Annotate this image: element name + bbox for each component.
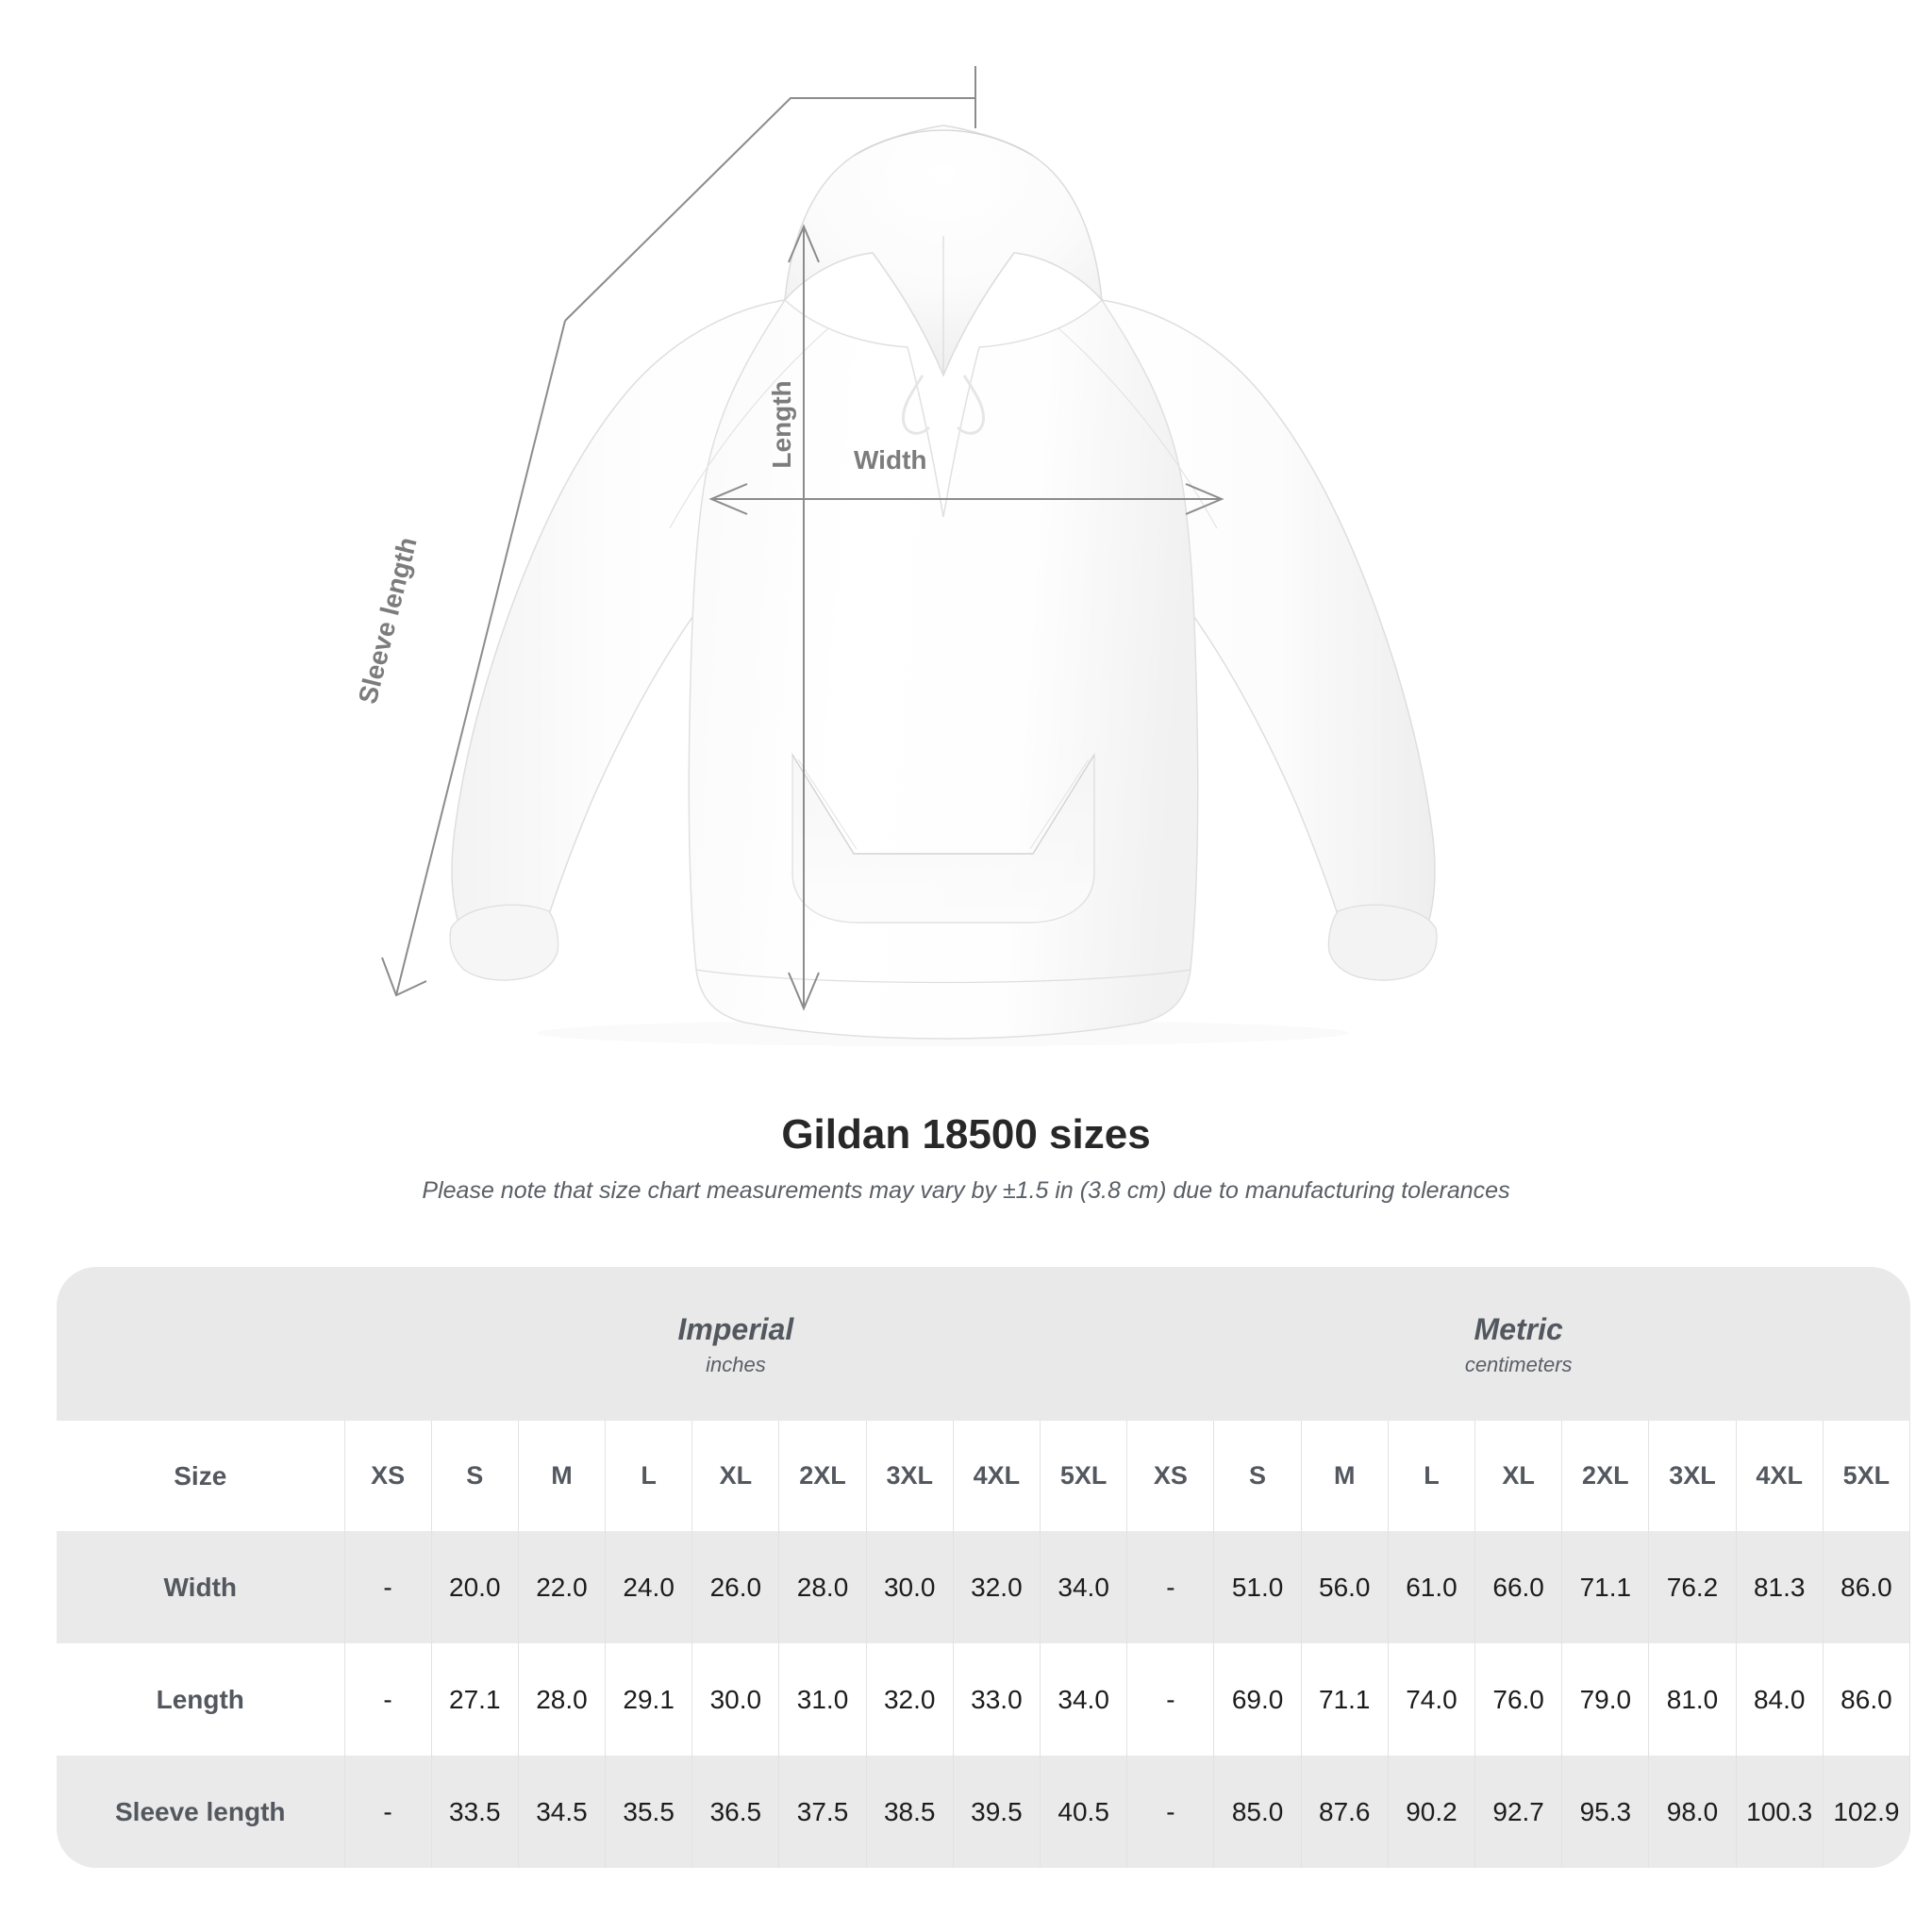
svg-text:Length: Length [767, 380, 796, 468]
svg-text:Sleeve length: Sleeve length [353, 534, 423, 707]
svg-text:Width: Width [854, 445, 927, 475]
